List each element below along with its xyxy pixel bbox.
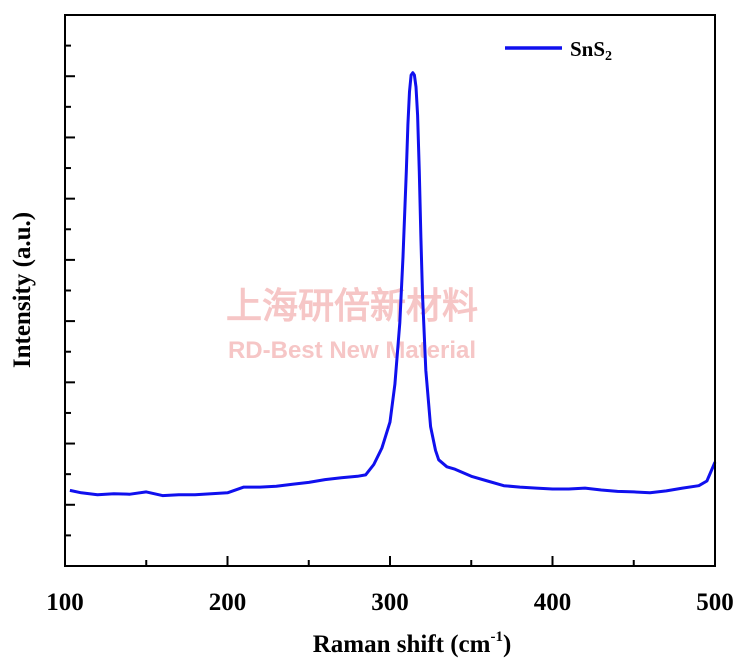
- legend: SnS2: [505, 37, 612, 64]
- y-axis-ticks: [65, 14, 75, 567]
- x-axis-label-close: ): [503, 631, 511, 658]
- x-tick-label: 500: [696, 589, 734, 616]
- x-tick-label: 300: [371, 589, 409, 616]
- x-axis-label-superscript: -1: [490, 629, 503, 645]
- x-tick-label: 200: [209, 589, 247, 616]
- watermark-chinese: 上海研倍新材料: [226, 286, 478, 327]
- x-axis-tick-labels: 100 200 300 400 500: [46, 589, 734, 616]
- legend-label: SnS2: [570, 37, 612, 64]
- x-axis-label: Raman shift (cm-1): [313, 629, 512, 658]
- x-tick-label: 400: [534, 589, 572, 616]
- x-tick-label: 100: [46, 589, 84, 616]
- snss2-series-line: [69, 71, 717, 498]
- legend-label-subscript: 2: [605, 49, 612, 64]
- y-axis-label: Intensity (a.u.): [9, 212, 36, 368]
- watermark-english: RD-Best New Material: [228, 337, 476, 364]
- x-axis-ticks: [64, 556, 716, 566]
